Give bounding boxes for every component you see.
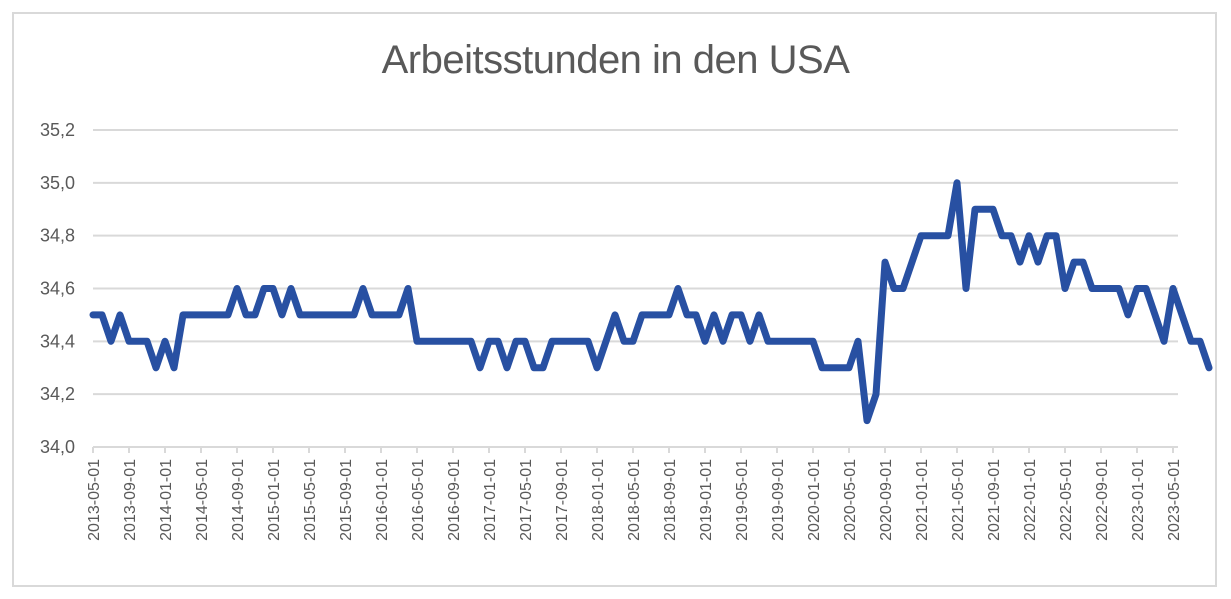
x-tick-label: 2016-09-01 [446, 459, 463, 541]
x-tick-label: 2022-05-01 [1058, 459, 1075, 541]
y-tick-label: 35,2 [40, 120, 75, 140]
x-tick-label: 2016-01-01 [374, 459, 391, 541]
x-tick-label: 2013-09-01 [122, 459, 139, 541]
chart-frame [12, 12, 1217, 587]
x-tick-label: 2015-09-01 [338, 459, 355, 541]
x-tick-label: 2022-01-01 [1022, 459, 1039, 541]
x-tick-label: 2023-01-01 [1130, 459, 1147, 541]
x-tick-label: 2015-05-01 [302, 459, 319, 541]
x-tick-label: 2022-09-01 [1094, 459, 1111, 541]
y-tick-label: 34,4 [40, 331, 75, 351]
x-tick-label: 2017-09-01 [554, 459, 571, 541]
x-tick-label: 2021-05-01 [950, 459, 967, 541]
y-tick-label: 34,6 [40, 279, 75, 299]
x-tick-label: 2014-05-01 [194, 459, 211, 541]
y-tick-label: 34,8 [40, 226, 75, 246]
x-tick-label: 2015-01-01 [266, 459, 283, 541]
x-tick-label: 2014-01-01 [158, 459, 175, 541]
chart-title: Arbeitsstunden in den USA [381, 38, 850, 82]
x-tick-label: 2017-05-01 [518, 459, 535, 541]
x-tick-label: 2017-01-01 [482, 459, 499, 541]
x-tick-label: 2019-01-01 [698, 459, 715, 541]
x-tick-label: 2019-09-01 [770, 459, 787, 541]
x-tick-label: 2020-05-01 [842, 459, 859, 541]
series-line-arbeitsstunden [89, 179, 1213, 425]
x-tick-label: 2023-05-01 [1166, 459, 1183, 541]
y-tick-label: 34,2 [40, 384, 75, 404]
x-tick-label: 2014-09-01 [230, 459, 247, 541]
x-tick-label: 2019-05-01 [734, 459, 751, 541]
x-tick-label: 2020-01-01 [806, 459, 823, 541]
x-tick-label: 2020-09-01 [878, 459, 895, 541]
x-tick-label: 2018-09-01 [662, 459, 679, 541]
x-tick-label: 2018-05-01 [626, 459, 643, 541]
x-tick-label: 2016-05-01 [410, 459, 427, 541]
gridlines [93, 129, 1178, 448]
x-tick-label: 2013-05-01 [86, 459, 103, 541]
y-axis-labels: 34,0 34,2 34,4 34,6 34,8 35,0 35,2 [40, 120, 75, 457]
x-tick-label: 2021-09-01 [986, 459, 1003, 541]
y-tick-label: 35,0 [40, 173, 75, 193]
x-axis: 2013-05-01 2013-09-01 2014-01-01 2014-05-01… [86, 447, 1183, 541]
x-tick-label: 2021-01-01 [914, 459, 931, 541]
y-tick-label: 34,0 [40, 437, 75, 457]
x-tick-label: 2018-01-01 [590, 459, 607, 541]
